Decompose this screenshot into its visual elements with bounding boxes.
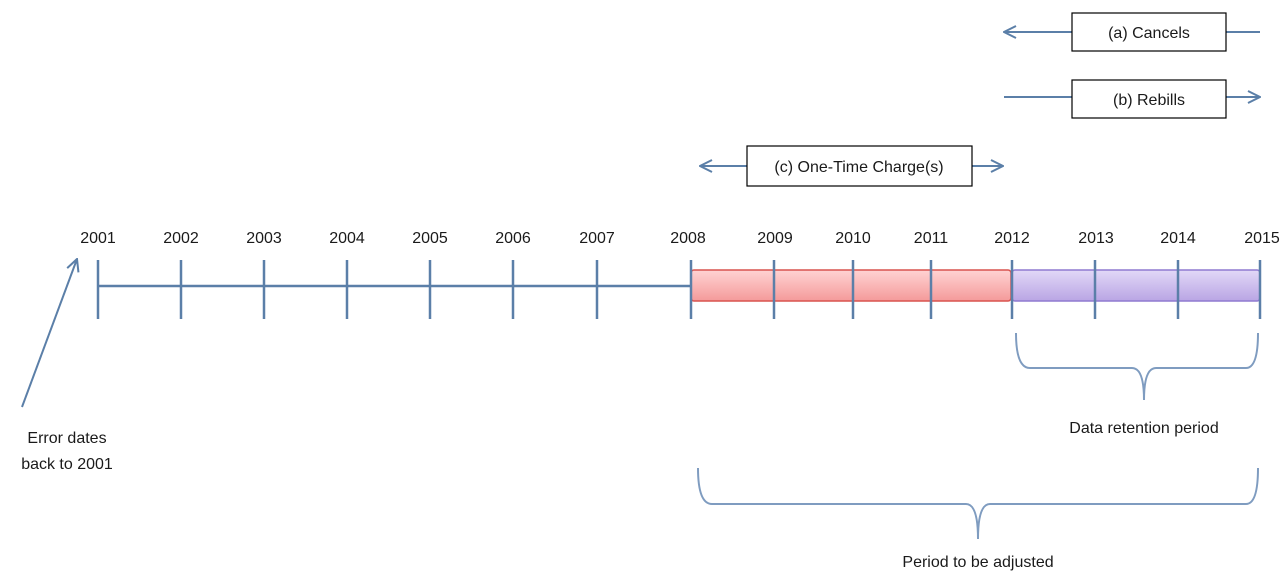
year-label-2008: 2008	[670, 230, 706, 247]
adjusted-period-bar	[690, 269, 1012, 302]
adjusted-bracket	[697, 467, 1259, 540]
retention-label: Data retention period	[1069, 420, 1218, 437]
year-label-2015: 2015	[1244, 230, 1280, 247]
year-label-2006: 2006	[495, 230, 531, 247]
error-note-line2: back to 2001	[21, 456, 113, 473]
timeline-ticks	[96, 260, 1262, 319]
year-label-2011: 2011	[914, 230, 949, 247]
error-note-line1: Error dates	[27, 430, 106, 447]
one-time-label: (c) One-Time Charge(s)	[774, 159, 943, 176]
year-label-2013: 2013	[1078, 230, 1114, 247]
rebills-box	[1071, 79, 1227, 119]
rebills-label: (b) Rebills	[1113, 92, 1185, 109]
year-label-2012: 2012	[994, 230, 1030, 247]
year-label-2009: 2009	[757, 230, 793, 247]
adjusted-label: Period to be adjusted	[902, 554, 1053, 571]
year-label-2007: 2007	[579, 230, 615, 247]
one-time-box	[746, 145, 973, 187]
year-labels: 2001 2002 2003 2004 2005 2006 2007 2008 2009 2010…	[80, 230, 1280, 247]
cancels-label: (a) Cancels	[1108, 25, 1190, 42]
timeline: 2001 2002 2003 2004 2005 2006 2007 2008 2009 2010…	[80, 230, 1280, 319]
cancels-box	[1071, 12, 1227, 52]
year-label-2004: 2004	[329, 230, 365, 247]
retention-period-bar	[1011, 269, 1261, 302]
year-label-2001: 2001	[80, 230, 116, 247]
retention-bracket	[1015, 332, 1259, 401]
error-arrow	[21, 259, 77, 408]
year-label-2014: 2014	[1160, 230, 1196, 247]
year-label-2005: 2005	[412, 230, 448, 247]
year-label-2010: 2010	[835, 230, 871, 247]
year-label-2003: 2003	[246, 230, 282, 247]
year-label-2002: 2002	[163, 230, 199, 247]
